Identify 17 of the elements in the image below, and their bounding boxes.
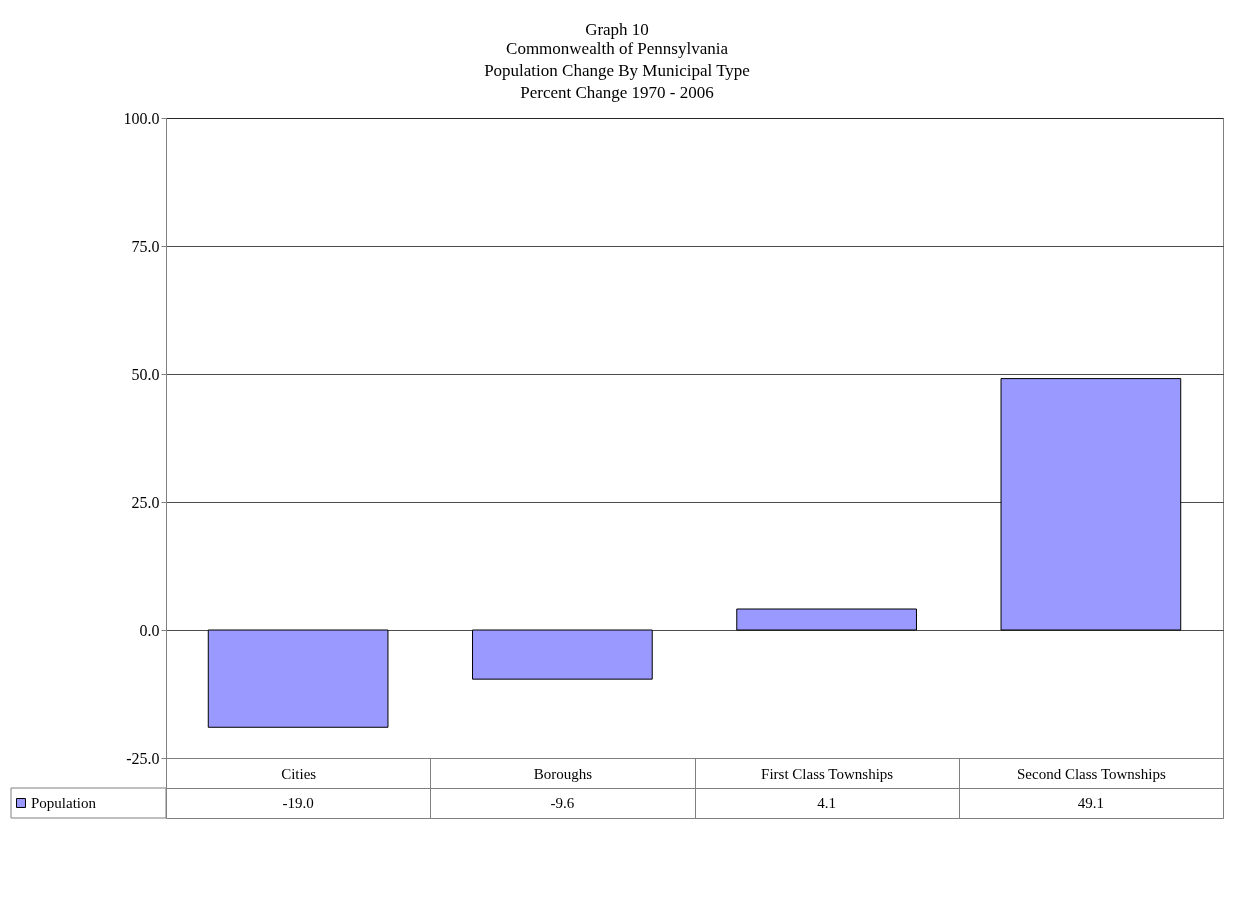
y-tick-label: 25.0 (131, 493, 160, 511)
chart-title: Graph 10 (585, 19, 649, 39)
data-label: 4.1 (817, 795, 836, 811)
x-tick-label: Second Class Townships (1017, 765, 1166, 782)
x-tick-label: Boroughs (533, 765, 593, 782)
data-label: 49.1 (1077, 795, 1104, 811)
y-tick-label: -25.0 (126, 749, 160, 767)
y-tick-label: 0.0 (139, 621, 160, 639)
x-tick-label: First Class Townships (761, 765, 894, 782)
chart-subtitle: Commonwealth of Pennsylvania Population Change By Municipal Type Percent Change 1970 - 2006 (484, 38, 750, 102)
x-tick-label: Cities (281, 765, 317, 782)
y-tick-label: 100.0 (123, 109, 160, 127)
data-label: -9.6 (550, 795, 575, 811)
legend-label: Population (31, 795, 97, 811)
y-tick-label: 50.0 (131, 365, 160, 383)
data-label: -19.0 (282, 795, 314, 811)
y-tick-label: 75.0 (131, 237, 160, 255)
